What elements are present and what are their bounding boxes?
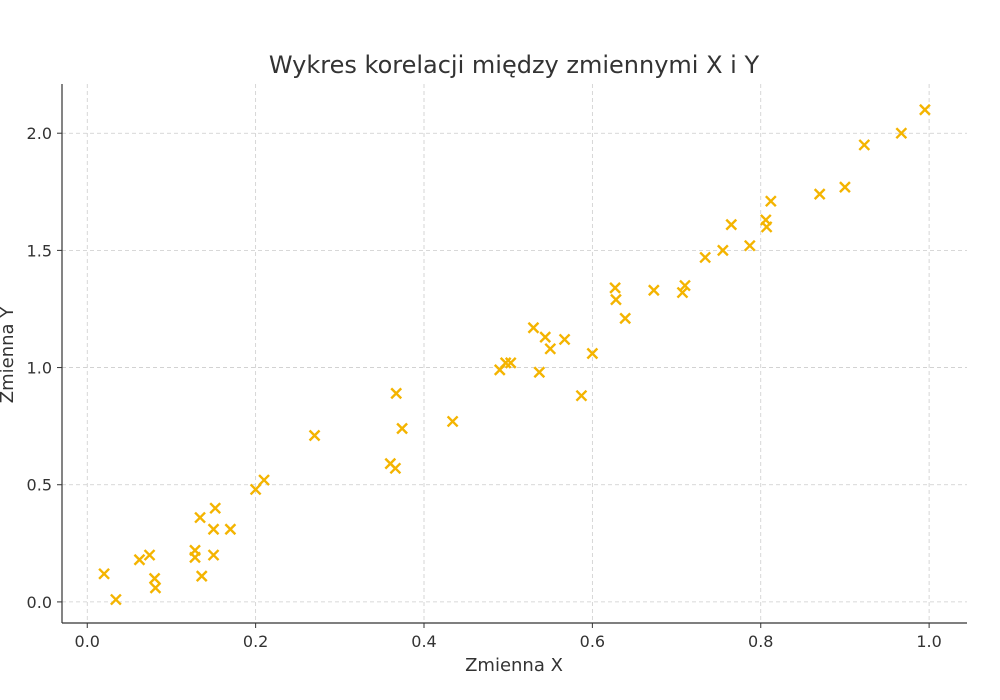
- data-point: [813, 188, 826, 200]
- x-tick-label: 0.0: [75, 632, 100, 651]
- y-tick-label: 1.5: [27, 241, 52, 260]
- data-point: [919, 103, 931, 116]
- data-point: [619, 312, 632, 325]
- data-point: [760, 221, 773, 233]
- data-point: [533, 366, 546, 379]
- x-tick-label: 0.8: [748, 632, 773, 651]
- y-axis-label: Zmienna Y: [0, 306, 18, 404]
- x-tick-label: 0.6: [580, 632, 605, 651]
- data-point: [558, 333, 571, 346]
- data-points: [98, 103, 931, 606]
- y-tick-label: 1.0: [27, 359, 52, 378]
- data-point: [207, 549, 220, 561]
- data-point: [699, 251, 712, 264]
- data-point: [544, 342, 557, 355]
- data-point: [189, 551, 201, 564]
- data-point: [586, 347, 599, 360]
- data-point: [610, 293, 622, 306]
- data-point: [446, 415, 459, 428]
- grid-lines: [62, 84, 967, 623]
- data-point: [195, 570, 208, 582]
- data-point: [110, 593, 122, 606]
- data-point: [194, 511, 206, 524]
- data-point: [143, 549, 156, 561]
- data-point: [895, 127, 908, 140]
- y-tick-label: 0.0: [27, 593, 52, 612]
- data-point: [676, 286, 689, 299]
- y-tick-label: 0.5: [27, 476, 52, 495]
- data-point: [224, 523, 237, 536]
- axes: 0.0 0.2 0.4 0.6 0.8 1.0 0.0 0.5 1.0 1.5 2.0: [27, 84, 967, 651]
- data-point: [308, 429, 321, 442]
- data-point: [98, 567, 110, 580]
- x-tick-label: 1.0: [916, 632, 941, 651]
- data-point: [149, 581, 162, 594]
- data-point: [717, 244, 729, 257]
- data-point: [148, 572, 161, 585]
- data-point: [527, 321, 540, 334]
- data-point: [396, 422, 408, 435]
- chart-title: Wykres korelacji między zmiennymi X i Y: [269, 51, 760, 79]
- data-point: [133, 553, 146, 566]
- y-tick-label: 2.0: [27, 124, 52, 143]
- data-point: [390, 387, 403, 400]
- data-point: [743, 239, 756, 252]
- data-point: [389, 462, 402, 475]
- x-tick-label: 0.2: [243, 632, 268, 651]
- data-point: [839, 181, 851, 193]
- data-point: [207, 523, 220, 536]
- data-point: [858, 139, 871, 151]
- x-tick-label: 0.4: [411, 632, 436, 651]
- data-point: [609, 282, 621, 294]
- data-point: [725, 218, 738, 231]
- data-point: [764, 195, 777, 208]
- data-point: [209, 502, 222, 515]
- data-point: [504, 357, 517, 369]
- data-point: [249, 483, 262, 496]
- data-point: [647, 284, 660, 297]
- data-point: [258, 474, 270, 486]
- x-axis-label: Zmienna X: [465, 655, 563, 676]
- data-point: [679, 279, 691, 292]
- data-point: [539, 331, 552, 343]
- data-point: [575, 389, 588, 402]
